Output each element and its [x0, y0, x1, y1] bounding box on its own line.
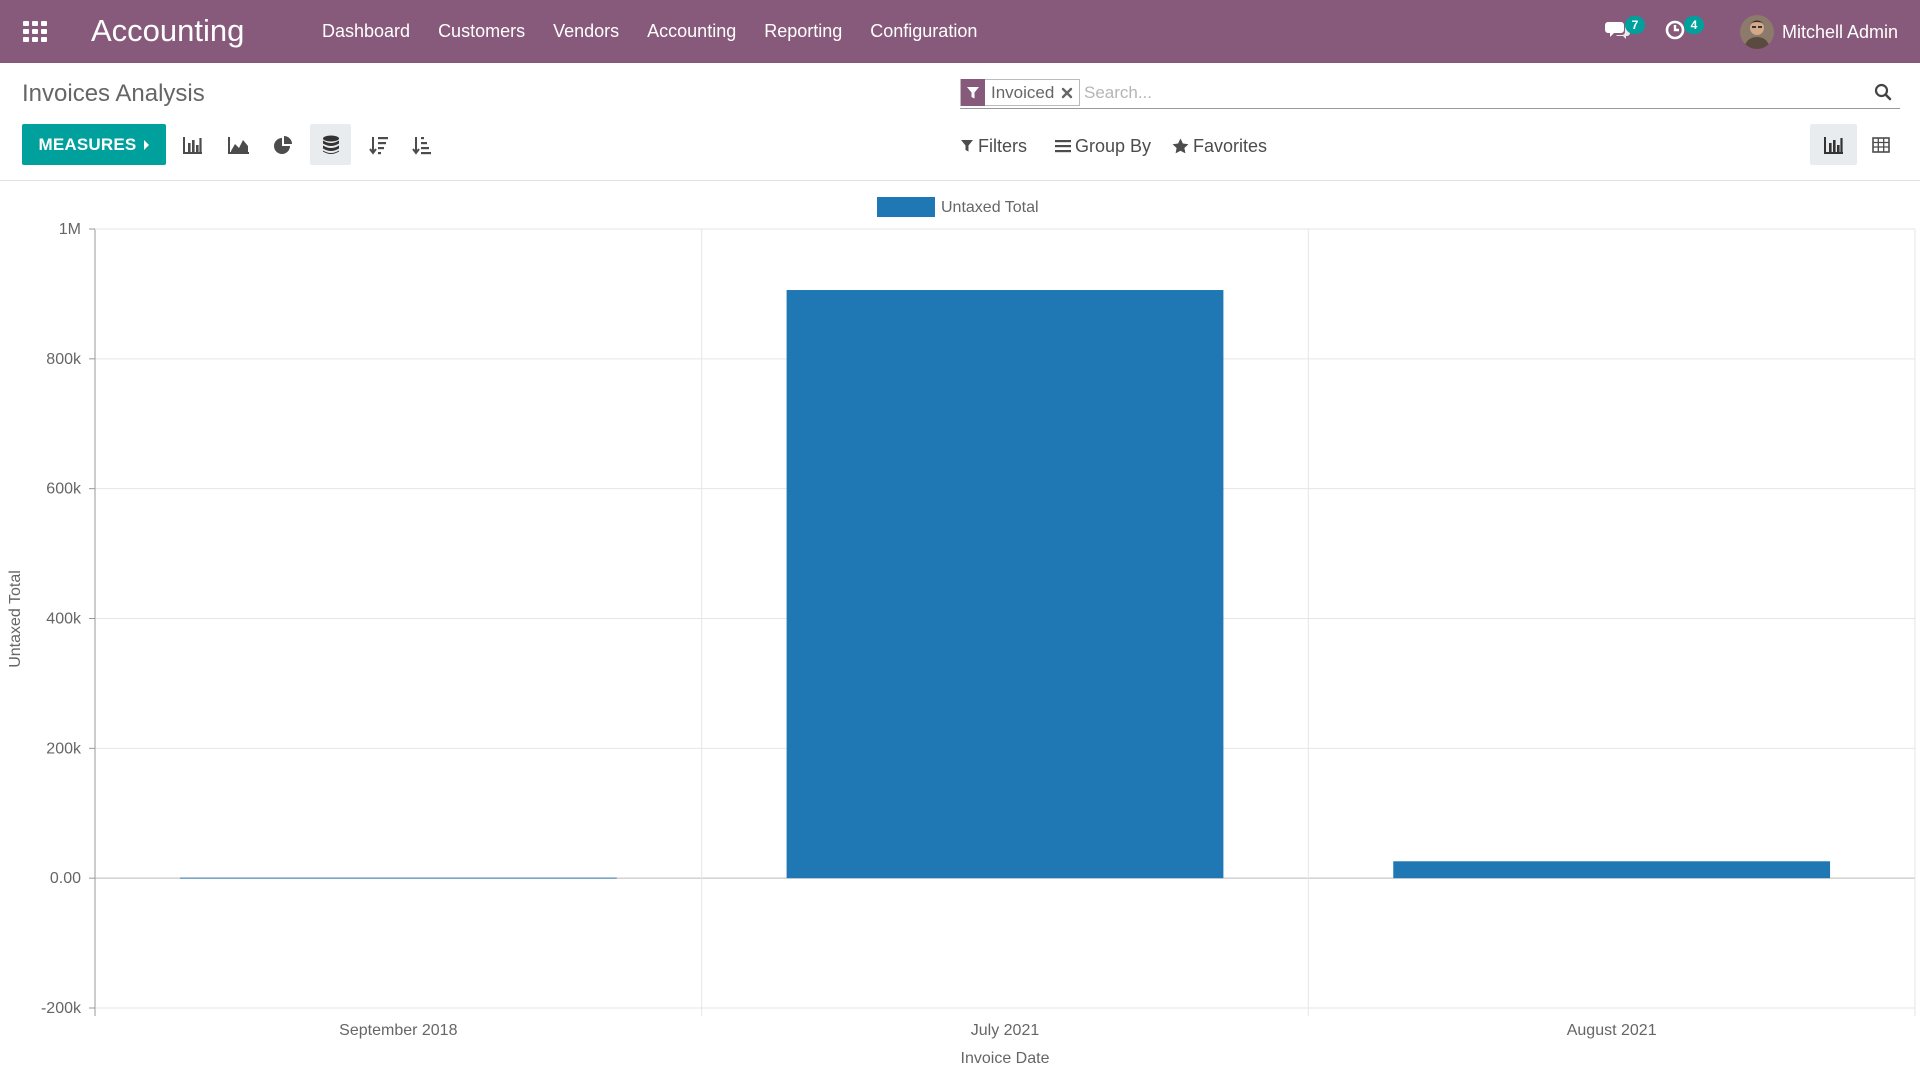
- activities-count-badge: 4: [1684, 16, 1704, 34]
- pie-chart-mode-button[interactable]: [262, 124, 303, 165]
- activity-menu-button[interactable]: 4: [1664, 16, 1704, 44]
- bar-july-2021[interactable]: [786, 290, 1224, 879]
- bars-icon: [1055, 140, 1071, 153]
- groupby-label: Group By: [1075, 135, 1152, 156]
- menu-item-vendors[interactable]: Vendors: [553, 21, 620, 41]
- facet-value: Invoiced: [991, 82, 1055, 102]
- menu-item-accounting[interactable]: Accounting: [647, 21, 737, 41]
- bar-chart-icon: [1823, 136, 1843, 154]
- measures-button[interactable]: MEASURES: [22, 124, 166, 165]
- filter-icon: [961, 79, 985, 106]
- y-tick-label: -200k: [41, 1000, 82, 1017]
- area-chart-icon: [227, 136, 249, 154]
- search-facet-invoiced: Invoiced: [960, 79, 1081, 106]
- y-tick-label: 800k: [46, 351, 82, 368]
- sort-amount-asc-icon: [411, 136, 431, 155]
- apps-grid-icon[interactable]: [22, 20, 48, 44]
- x-tick-label: August 2021: [1567, 1022, 1657, 1039]
- breadcrumb: Invoices Analysis: [22, 80, 205, 107]
- sort-amount-desc-icon: [368, 136, 388, 155]
- control-panel: Invoices Analysis Invoiced MEASURES: [0, 63, 1920, 181]
- pie-chart-icon: [273, 135, 292, 154]
- main-menu: Dashboard Customers Vendors Accounting R…: [308, 0, 991, 63]
- filters-label: Filters: [978, 135, 1027, 156]
- search-view: Invoiced: [960, 79, 1900, 109]
- filter-icon: [961, 140, 973, 152]
- bar-september-2018[interactable]: [179, 877, 617, 879]
- graph-view: -200k 0.00 200k 400k 600k 800k 1M September 201…: [0, 182, 1920, 1080]
- y-axis-title: Untaxed Total: [7, 570, 24, 668]
- messages-count-badge: 7: [1625, 16, 1645, 34]
- x-axis-title: Invoice Date: [961, 1050, 1050, 1067]
- y-tick-label: 200k: [46, 740, 82, 757]
- search-input[interactable]: [1084, 80, 1844, 106]
- menu-item-dashboard[interactable]: Dashboard: [322, 21, 411, 41]
- search-icon[interactable]: [1874, 83, 1894, 103]
- x-tick-label: September 2018: [339, 1022, 457, 1039]
- caret-right-icon: [144, 139, 150, 150]
- database-icon: [322, 135, 339, 154]
- filters-dropdown-button[interactable]: Filters: [960, 134, 1027, 158]
- messaging-menu-button[interactable]: 7: [1605, 16, 1645, 44]
- app-brand[interactable]: Accounting: [91, 13, 245, 48]
- stacked-toggle-button[interactable]: [310, 124, 351, 165]
- bar-chart-mode-button[interactable]: [172, 124, 213, 165]
- y-tick-label: 600k: [46, 481, 82, 498]
- legend-swatch: [877, 197, 935, 217]
- menu-item-reporting[interactable]: Reporting: [764, 21, 843, 41]
- y-tick-label: 0.00: [50, 870, 81, 887]
- y-tick-label: 1M: [59, 221, 81, 238]
- chart-legend[interactable]: Untaxed Total: [877, 197, 1039, 217]
- main-navbar: Accounting Dashboard Customers Vendors A…: [0, 0, 1920, 63]
- star-icon: [1172, 138, 1189, 154]
- y-tick-label: 400k: [46, 611, 82, 628]
- graph-view-button[interactable]: [1810, 124, 1857, 165]
- remove-facet-icon[interactable]: [1058, 84, 1076, 102]
- favorites-dropdown-button[interactable]: Favorites: [1172, 134, 1267, 158]
- chart-axes: -200k 0.00 200k 400k 600k 800k 1M September 201…: [41, 221, 1657, 1039]
- pivot-view-button[interactable]: [1857, 124, 1904, 165]
- chart-bars: [179, 290, 1831, 879]
- table-icon: [1871, 136, 1890, 153]
- bar-august-2021[interactable]: [1393, 861, 1831, 879]
- favorites-label: Favorites: [1193, 135, 1268, 156]
- line-chart-mode-button[interactable]: [218, 124, 259, 165]
- sort-descending-button[interactable]: [358, 124, 399, 165]
- bar-chart: -200k 0.00 200k 400k 600k 800k 1M September 201…: [7, 197, 1916, 1067]
- groupby-dropdown-button[interactable]: Group By: [1055, 134, 1151, 158]
- x-tick-label: July 2021: [971, 1022, 1040, 1039]
- menu-item-configuration[interactable]: Configuration: [870, 21, 978, 41]
- measures-label: MEASURES: [38, 134, 137, 154]
- bar-chart-icon: [182, 136, 202, 154]
- menu-item-customers[interactable]: Customers: [438, 21, 526, 41]
- user-menu[interactable]: Mitchell Admin: [1740, 12, 1898, 52]
- legend-label: Untaxed Total: [941, 199, 1039, 216]
- clock-icon: [1665, 20, 1685, 40]
- user-name: Mitchell Admin: [1782, 21, 1899, 42]
- sort-ascending-button[interactable]: [401, 124, 442, 165]
- user-avatar: [1740, 15, 1774, 49]
